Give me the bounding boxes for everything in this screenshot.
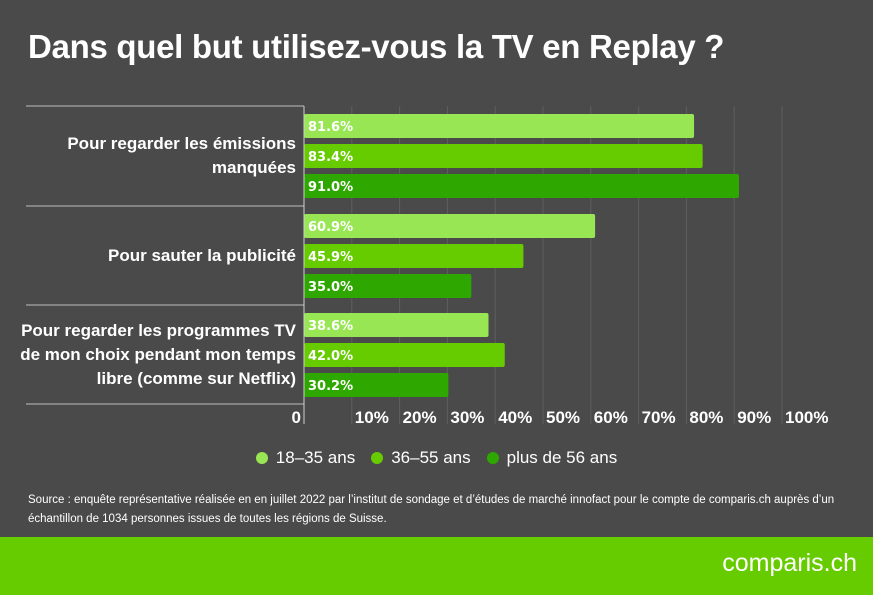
bar: [304, 244, 524, 268]
footer-bar: comparis.ch: [0, 537, 873, 595]
x-tick-label: 100%: [785, 408, 828, 427]
bar-value-label: 30.2%: [308, 379, 353, 394]
legend-dot-icon: [255, 452, 268, 464]
comparis-logo: comparis.ch: [722, 549, 857, 577]
legend-item: 36–55 ans: [371, 448, 471, 468]
category-label-line: libre (comme sur Netflix): [96, 368, 296, 388]
bar-value-label: 60.9%: [308, 220, 353, 235]
bar: [304, 274, 472, 298]
bar-value-label: 83.4%: [308, 150, 353, 165]
category-label: Pour regarder les programmes TV de mon ch…: [10, 319, 296, 391]
legend-label: 36–55 ans: [391, 448, 471, 467]
bar: [304, 114, 695, 138]
x-tick-label: 20%: [403, 408, 437, 427]
bar: [304, 174, 739, 198]
legend: 18–35 ans 36–55 ans plus de 56 ans: [0, 448, 873, 468]
x-tick-label: 10%: [355, 408, 389, 427]
x-tick-label: 70%: [642, 408, 676, 427]
bar-value-label: 45.9%: [308, 250, 353, 265]
x-tick-label: 30%: [450, 408, 484, 427]
bar: [304, 343, 505, 367]
bar: [304, 144, 703, 168]
bar: [304, 313, 489, 337]
source-note: Source : enquête représentative réalisée…: [28, 494, 835, 525]
category-label-line: Pour sauter la publicité: [108, 245, 296, 265]
x-tick-label: 50%: [546, 408, 580, 427]
chart-title: Dans quel but utilisez-vous la TV en Rep…: [28, 28, 725, 65]
x-tick-label: 60%: [594, 408, 628, 427]
legend-item: plus de 56 ans: [486, 448, 618, 468]
category-label-line: Pour regarder les émissions: [67, 133, 296, 153]
bar-value-label: 35.0%: [308, 280, 353, 295]
category-label-line: de mon choix pendant mon temps: [20, 344, 296, 364]
legend-label: 18–35 ans: [275, 448, 356, 467]
bar: [304, 373, 449, 397]
category-label-line: manquées: [211, 157, 296, 177]
bar-value-label: 38.6%: [308, 319, 353, 334]
legend-dot-icon: [371, 452, 384, 464]
x-tick-label: 90%: [737, 408, 771, 427]
bar: [304, 214, 596, 238]
legend-dot-icon: [486, 452, 499, 464]
legend-item: 18–35 ans: [255, 448, 356, 468]
x-tick-label: 40%: [498, 408, 532, 427]
category-label: Pour sauter la publicité: [10, 244, 296, 268]
x-tick-label: 80%: [689, 408, 723, 427]
category-label: Pour regarder les émissions manquées: [10, 132, 296, 180]
legend-label: plus de 56 ans: [506, 448, 618, 467]
x-tick-label: 0: [292, 408, 301, 427]
bar-value-label: 91.0%: [308, 180, 353, 195]
bar-value-label: 81.6%: [308, 120, 353, 135]
category-label-line: Pour regarder les programmes TV: [21, 320, 296, 340]
bar-value-label: 42.0%: [308, 349, 353, 364]
